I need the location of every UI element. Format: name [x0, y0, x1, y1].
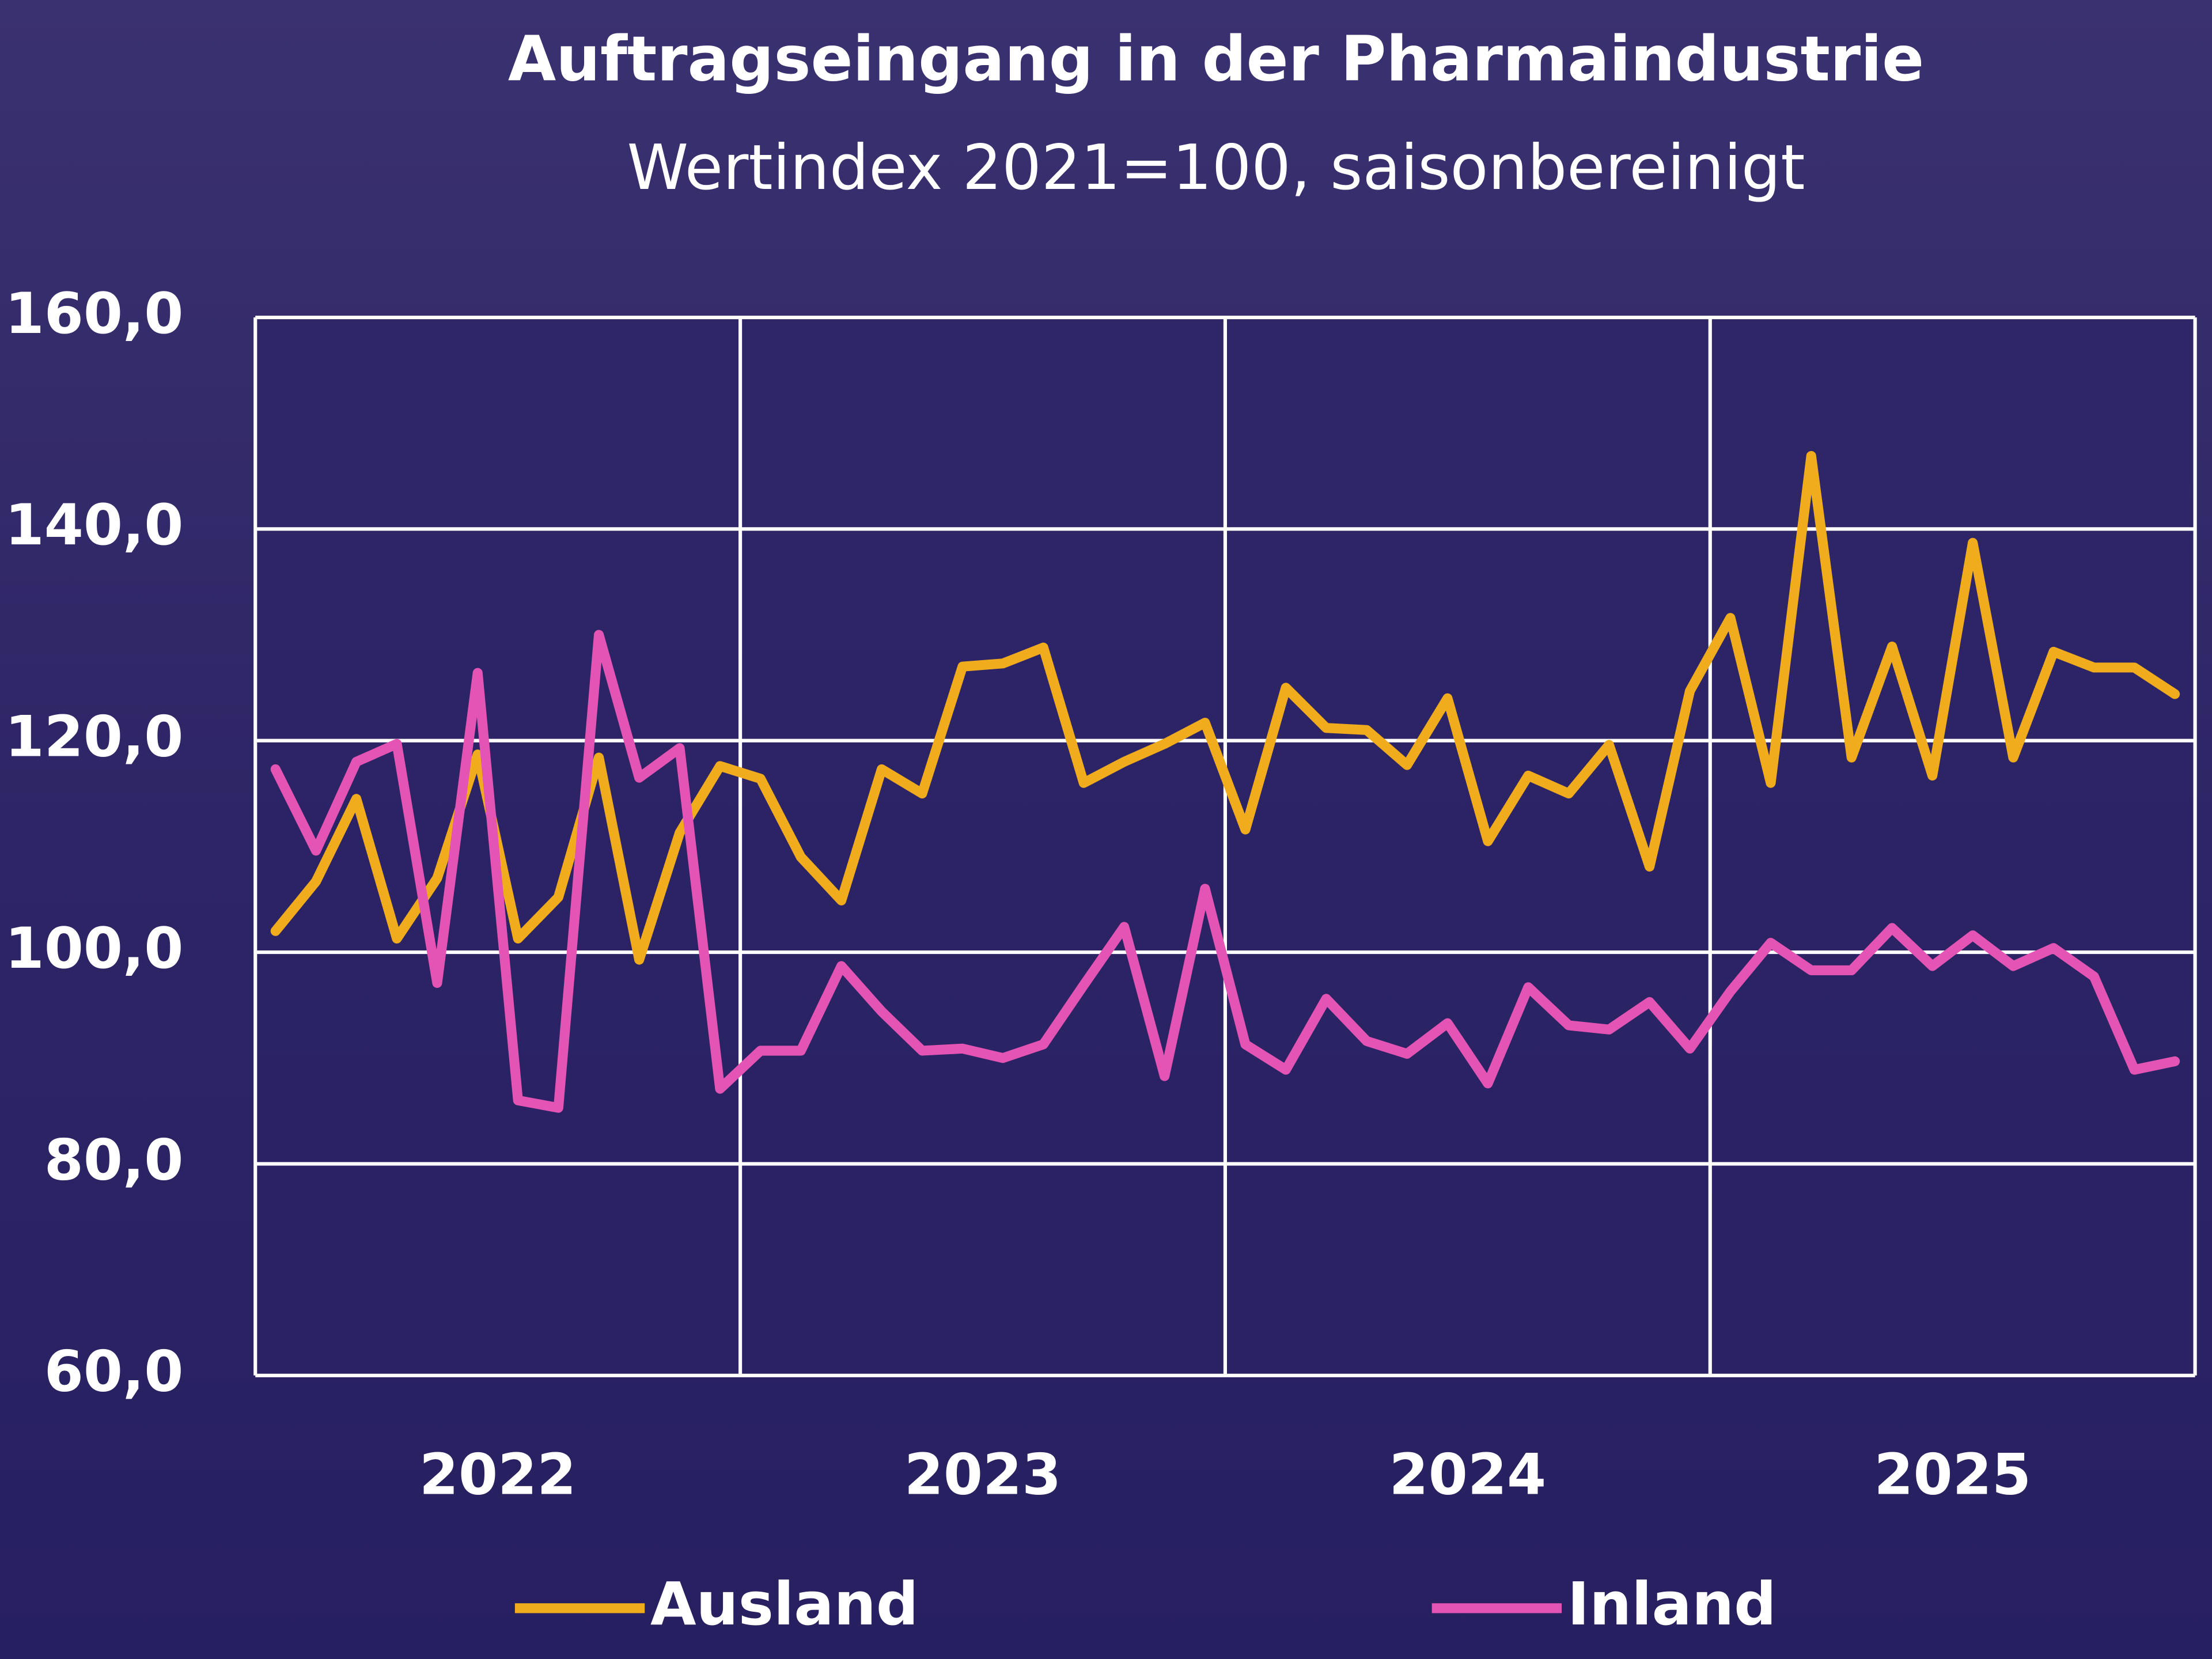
legend-label: Inland [1567, 1570, 1777, 1639]
y-tick-label: 80,0 [44, 1127, 184, 1193]
chart-title: Auftragseingang in der Pharmaindustrie [508, 24, 1924, 96]
y-tick-label: 160,0 [5, 281, 184, 347]
x-tick-label: 2022 [419, 1442, 577, 1508]
x-tick-label: 2023 [904, 1442, 1062, 1508]
x-tick-label: 2025 [1874, 1442, 2031, 1508]
y-tick-label: 120,0 [5, 704, 184, 770]
data-line [270, 630, 2180, 1113]
y-tick-label: 140,0 [5, 493, 184, 558]
x-tick-label: 2024 [1389, 1442, 1547, 1508]
y-tick-label: 60,0 [44, 1339, 184, 1405]
data-line [270, 450, 2180, 965]
y-tick-label: 100,0 [5, 916, 184, 982]
chart-subtitle: Wertindex 2021=100, saisonbereinigt [627, 132, 1805, 204]
legend-label: Ausland [650, 1570, 919, 1639]
